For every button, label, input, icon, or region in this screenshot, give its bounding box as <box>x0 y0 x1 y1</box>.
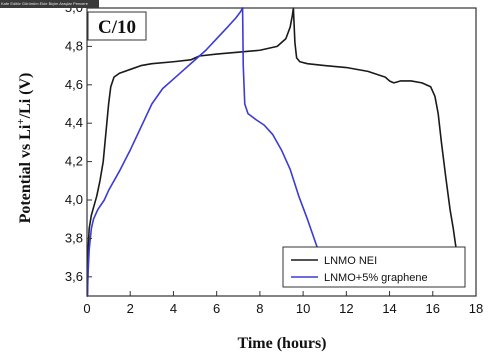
y-tick-label: 4,6 <box>65 77 83 92</box>
panel-label-box: C/10 <box>87 11 147 41</box>
menu-bar-text: Kafe Editör Görünüm Ekle Biçim Araçlar P… <box>1 1 88 6</box>
plot-frame <box>86 7 477 297</box>
panel-label: C/10 <box>98 17 136 38</box>
legend-frame <box>282 246 466 288</box>
panel-label-frame <box>87 11 147 41</box>
x-tick-label: 0 <box>83 301 90 316</box>
y-tick-label: 3,6 <box>65 269 83 284</box>
y-tick-label: 4,4 <box>65 115 83 130</box>
x-tick-label: 6 <box>213 301 220 316</box>
x-tick-label: 4 <box>170 301 177 316</box>
menu-bar: Kafe Editör Görünüm Ekle Biçim Araçlar P… <box>0 0 99 8</box>
series-line-lnmo-graphene <box>86 7 333 297</box>
x-tick-label: 2 <box>127 301 134 316</box>
y-axis-label-end: /Li (V) <box>17 73 34 120</box>
x-tick-label: 12 <box>339 301 353 316</box>
y-tick-label: 4,8 <box>65 38 83 53</box>
series-line-lnmo-nei <box>86 7 459 297</box>
legend-label-lnmo-nei: LNMO NEI <box>324 255 377 267</box>
y-tick-label: 4,0 <box>65 192 83 207</box>
y-axis-label-main: Potential vs Li <box>17 124 34 223</box>
legend-label-lnmo-graphene: LNMO+5% graphene <box>324 272 428 284</box>
y-tick-label: 4,2 <box>65 154 83 169</box>
x-tick-label: 16 <box>426 301 440 316</box>
x-tick-label: 8 <box>256 301 263 316</box>
legend: LNMO NEI LNMO+5% graphene <box>282 246 466 288</box>
x-tick-label: 14 <box>382 301 396 316</box>
y-axis-label: Potential vs Li+/Li (V) <box>15 73 34 224</box>
y-tick-label: 3,8 <box>65 230 83 245</box>
x-axis-label: Time (hours) <box>237 335 326 352</box>
x-tick-label: 10 <box>296 301 310 316</box>
y-axis-label-superscript: + <box>15 118 27 124</box>
x-tick-label: 18 <box>469 301 483 316</box>
series-layer <box>86 7 459 297</box>
